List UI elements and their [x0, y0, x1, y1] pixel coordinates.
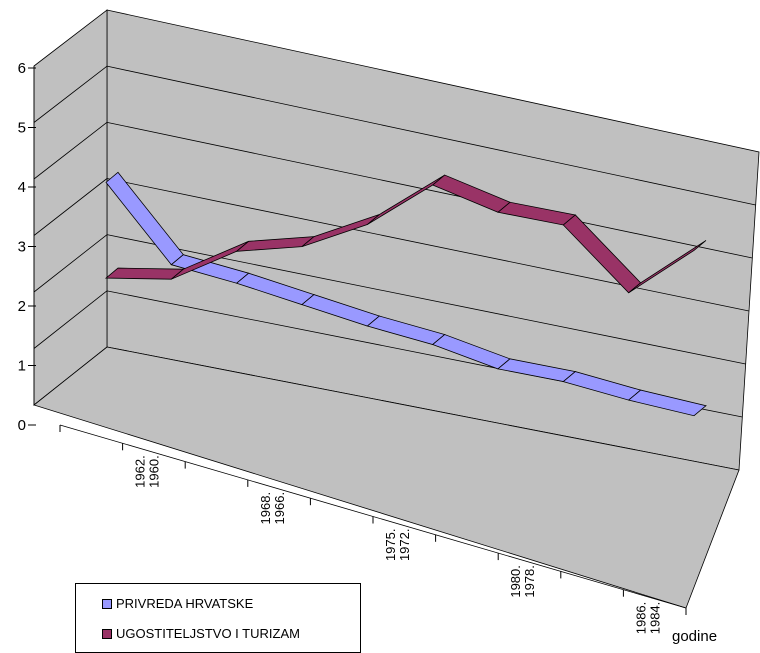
back-gridline — [106, 121, 753, 259]
series-2-segment — [104, 267, 185, 280]
legend-label-series-2: UGOSTITELJSTVO I TURIZAM — [116, 626, 300, 641]
x-tick-label: 1968. — [258, 492, 273, 525]
side-gridline — [33, 178, 108, 236]
x-tick-label: 1960. — [147, 455, 162, 488]
y-tick-label: 0 — [18, 417, 26, 434]
legend-label-series-1: PRIVREDA HRVATSKE — [116, 596, 254, 611]
y-tick-label: 1 — [18, 358, 26, 375]
x-axis-line — [59, 424, 687, 609]
legend-swatch-series-2 — [102, 628, 112, 639]
x-tick-label: 1966. — [272, 492, 287, 525]
x-axis-title: godine — [672, 628, 718, 645]
y-tick-label: 6 — [18, 60, 26, 77]
y-tick-label: 3 — [18, 239, 26, 256]
x-tick-label: 1986. — [633, 602, 648, 635]
legend-swatch-series-1 — [102, 598, 112, 609]
back-gridline — [106, 178, 750, 312]
legend-item-series-1: PRIVREDA HRVATSKE — [102, 596, 253, 611]
legend: PRIVREDA HRVATSKE UGOSTITELJSTVO I TURIZ… — [75, 583, 361, 653]
series-2-segment — [628, 240, 707, 294]
series-1-segment — [627, 389, 707, 417]
y-tick-label: 4 — [18, 179, 26, 196]
chart-floor — [33, 346, 740, 609]
x-tick-label: 1984. — [647, 602, 662, 635]
x-tick-label: 1980. — [508, 565, 523, 598]
x-axis: 1962. 1960. 1968. 1966. 1975. 1972. 1980. 1978.… — [59, 424, 687, 635]
side-gridline — [33, 122, 108, 180]
y-tick-label: 5 — [18, 120, 26, 137]
x-tick-label: 1975. — [383, 529, 398, 562]
side-gridline — [33, 234, 108, 293]
back-gridline — [106, 65, 756, 206]
series-layer — [104, 171, 707, 417]
x-tick-label: 1962. — [133, 455, 148, 488]
y-tick-label: 2 — [18, 298, 26, 315]
side-gridline — [33, 65, 108, 123]
side-gridline — [33, 290, 108, 349]
x-tick-label: 1978. — [522, 565, 537, 598]
gridlines — [33, 65, 756, 418]
x-tick-label: 1972. — [397, 529, 412, 562]
legend-item-series-2: UGOSTITELJSTVO I TURIZAM — [102, 626, 300, 641]
y-axis: 0 1 2 3 4 5 6 — [18, 60, 36, 434]
